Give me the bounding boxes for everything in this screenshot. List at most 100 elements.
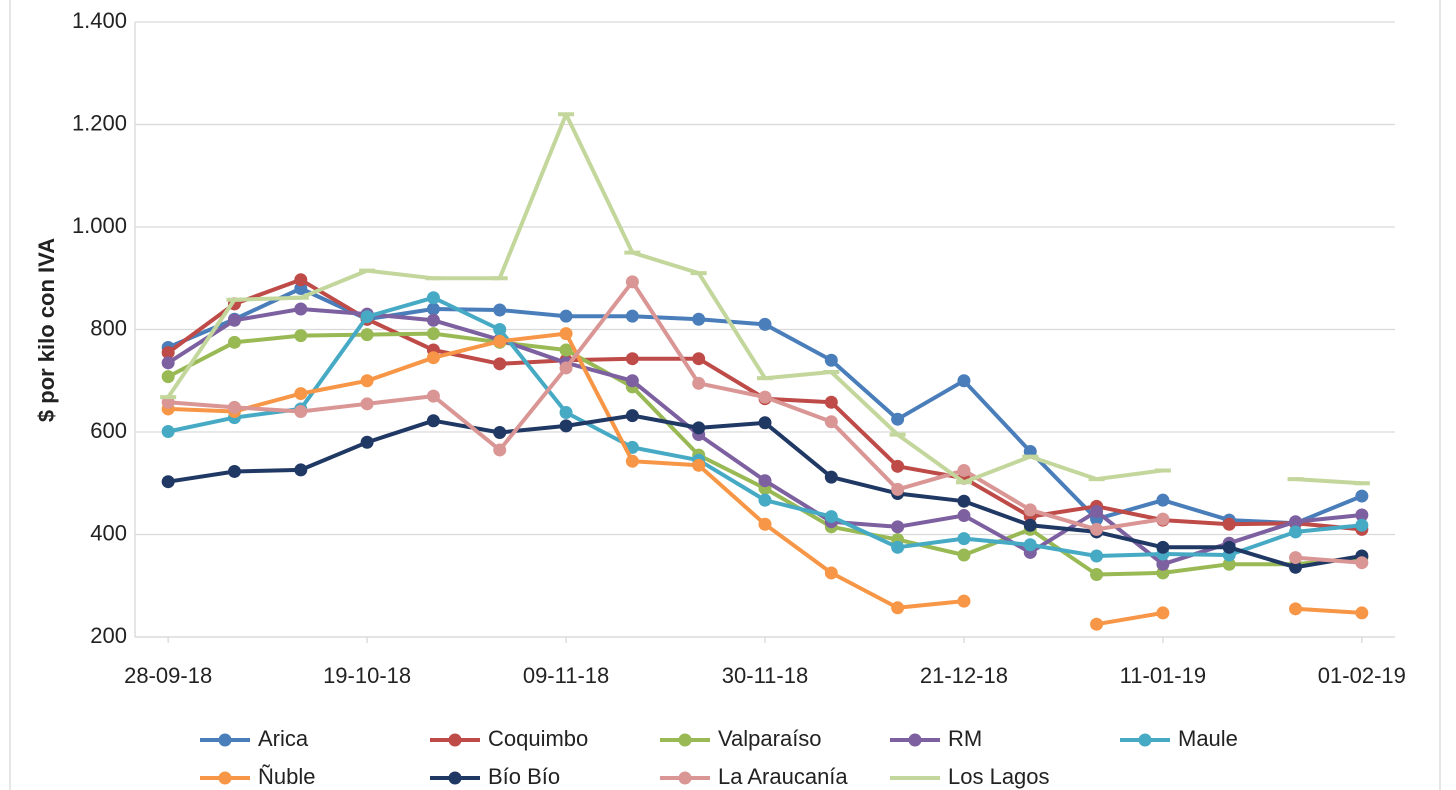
series	[160, 112, 1370, 486]
marker	[625, 275, 639, 289]
x-tick-label: 28-09-18	[124, 663, 212, 688]
marker	[1023, 538, 1037, 552]
marker	[1156, 493, 1170, 507]
x-tick-label: 21-12-18	[920, 663, 1008, 688]
legend-item: Ñuble	[200, 764, 315, 789]
marker	[625, 352, 639, 366]
marker	[758, 390, 772, 404]
marker	[360, 435, 374, 449]
y-tick-label: 200	[90, 623, 127, 648]
marker	[426, 327, 440, 341]
series-line	[167, 331, 1362, 577]
legend-marker	[218, 771, 232, 785]
marker	[426, 389, 440, 403]
marker	[227, 400, 241, 414]
y-tick-label: 800	[90, 315, 127, 340]
marker	[426, 313, 440, 327]
marker	[1090, 567, 1104, 581]
marker	[294, 405, 308, 418]
marker	[625, 309, 639, 323]
marker	[692, 352, 706, 366]
marker	[559, 327, 573, 341]
legend-item: La Araucanía	[660, 764, 848, 789]
legend-marker	[908, 733, 922, 747]
x-tick-label: 30-11-18	[722, 663, 808, 688]
marker	[559, 406, 573, 420]
marker	[1355, 489, 1369, 503]
legend-item: Bío Bío	[430, 764, 560, 789]
marker	[957, 463, 971, 477]
marker	[360, 374, 374, 388]
marker	[625, 454, 639, 468]
y-tick-label: 1.000	[72, 213, 127, 238]
marker	[426, 351, 440, 365]
marker	[957, 494, 971, 508]
marker	[957, 509, 971, 523]
marker	[161, 370, 175, 384]
marker	[957, 594, 971, 608]
marker	[426, 302, 440, 316]
marker	[824, 353, 838, 367]
marker	[559, 361, 573, 375]
marker	[1289, 602, 1303, 616]
marker	[824, 566, 838, 580]
marker	[1355, 508, 1369, 522]
marker	[1090, 522, 1104, 536]
marker	[161, 356, 175, 370]
marker	[1156, 512, 1170, 526]
marker	[493, 323, 507, 336]
legend-marker	[678, 733, 692, 747]
y-tick-label: 400	[90, 520, 127, 545]
marker	[161, 475, 175, 489]
marker	[758, 317, 772, 331]
marker	[957, 374, 971, 388]
legend-marker	[218, 733, 232, 747]
y-axis-label: $ por kilo con IVA	[34, 238, 59, 422]
marker	[625, 374, 639, 388]
legend-label: La Araucanía	[718, 764, 848, 789]
marker	[559, 343, 573, 357]
legend-label: Arica	[258, 726, 309, 751]
marker	[294, 273, 308, 287]
marker	[758, 416, 772, 430]
marker	[493, 334, 507, 348]
marker	[559, 419, 573, 433]
legend-item: Arica	[200, 726, 309, 751]
series-line	[166, 112, 1362, 486]
marker	[1090, 617, 1104, 631]
marker	[426, 291, 440, 305]
chart-border	[9, 0, 1441, 790]
marker	[559, 309, 573, 323]
legend-marker	[678, 771, 692, 785]
marker	[758, 493, 772, 507]
marker	[1289, 551, 1303, 565]
marker	[1156, 557, 1170, 571]
marker	[692, 421, 706, 435]
marker	[294, 302, 308, 316]
marker	[891, 601, 905, 615]
marker	[1289, 560, 1303, 574]
legend-label: Ñuble	[258, 764, 315, 789]
y-tick-label: 1.400	[72, 8, 127, 33]
marker	[1023, 518, 1037, 532]
x-tick-label: 19-10-18	[323, 663, 411, 688]
marker	[824, 395, 838, 409]
marker	[692, 312, 706, 326]
legend-marker	[1138, 733, 1152, 747]
marker	[1355, 556, 1369, 570]
legend-item: Coquimbo	[430, 726, 588, 751]
marker	[1090, 504, 1104, 518]
marker	[360, 397, 374, 411]
legend-label: Valparaíso	[718, 726, 822, 751]
marker	[1222, 540, 1236, 554]
x-tick-label: 11-01-19	[1120, 663, 1206, 688]
marker	[957, 548, 971, 562]
marker	[493, 443, 507, 457]
y-tick-label: 1.200	[72, 110, 127, 135]
marker	[294, 329, 308, 343]
marker	[1222, 557, 1236, 571]
marker	[891, 459, 905, 473]
marker	[294, 463, 308, 477]
marker	[758, 474, 772, 488]
